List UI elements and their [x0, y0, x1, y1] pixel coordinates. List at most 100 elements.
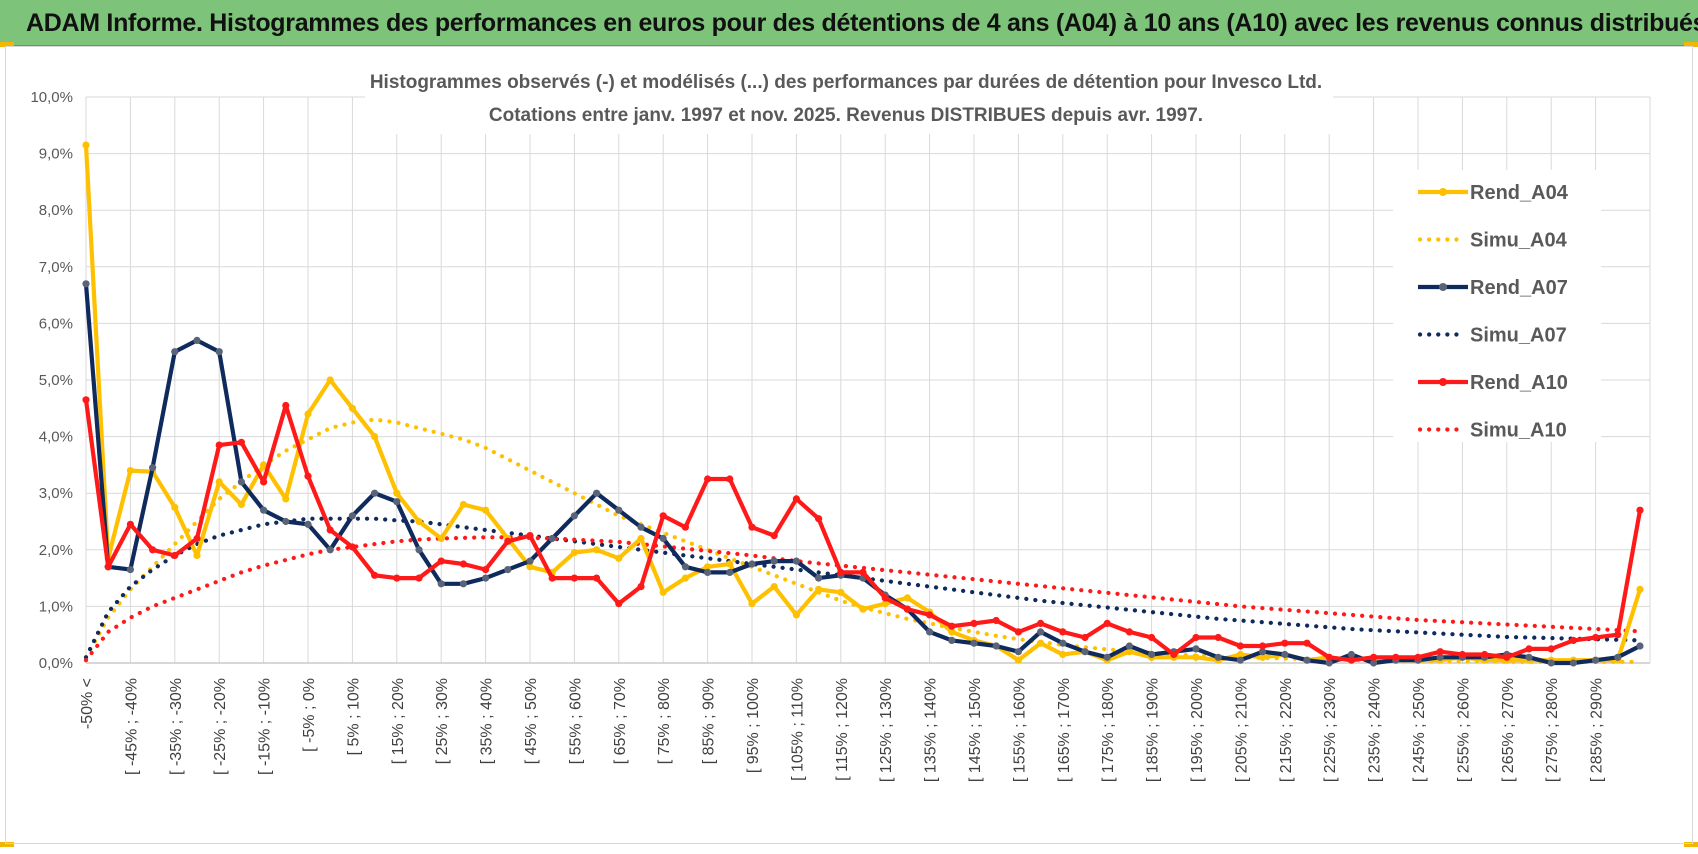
data-point-rend-a04 — [371, 433, 379, 441]
series-lines — [82, 141, 1644, 667]
y-tick-label: 0,0% — [39, 655, 73, 672]
data-point-rend-a10 — [1037, 619, 1045, 628]
data-point-rend-a10 — [659, 512, 667, 520]
data-point-rend-a10 — [149, 546, 157, 554]
data-point-rend-a04 — [126, 467, 134, 475]
legend-label-simu-a07: Simu_A07 — [1470, 325, 1567, 347]
data-point-rend-a04 — [770, 583, 778, 591]
data-point-rend-a10 — [1392, 653, 1400, 661]
data-point-rend-a07 — [215, 348, 223, 356]
chart-legend: Rend_A04 Simu_A04 Rend_A07 Simu_A07 Rend_A10… — [1393, 170, 1601, 442]
data-point-rend-a10 — [348, 543, 356, 551]
data-point-rend-a10 — [1125, 628, 1133, 636]
data-point-rend-a07 — [437, 580, 445, 588]
data-point-rend-a07 — [1347, 650, 1355, 659]
data-point-rend-a04 — [748, 600, 756, 608]
data-point-rend-a07 — [1214, 653, 1222, 661]
data-point-rend-a04 — [1636, 585, 1644, 594]
data-point-rend-a10 — [126, 520, 134, 528]
data-point-rend-a10 — [1458, 650, 1466, 659]
data-point-rend-a10 — [681, 523, 690, 531]
data-point-rend-a10 — [1214, 633, 1222, 642]
y-tick-label: 9,0% — [39, 146, 73, 163]
data-point-rend-a10 — [1347, 656, 1355, 664]
data-point-rend-a07 — [126, 566, 134, 574]
x-tick-label: [ 275% ; 280% — [1544, 678, 1561, 782]
x-tick-label: [ 285% ; 290% — [1589, 678, 1606, 782]
data-point-rend-a07 — [1059, 639, 1067, 647]
x-tick-label: [ 105% ; 110% — [789, 678, 806, 781]
data-point-rend-a10 — [1170, 650, 1178, 659]
legend-label-simu-a10: Simu_A10 — [1470, 420, 1567, 442]
data-point-rend-a04 — [903, 594, 912, 602]
data-point-rend-a07 — [326, 546, 334, 554]
data-point-rend-a10 — [792, 495, 801, 503]
corner-mark-bottom-left — [0, 842, 14, 847]
data-point-rend-a10 — [859, 568, 867, 577]
data-point-rend-a04 — [237, 500, 245, 509]
data-point-rend-a04 — [215, 478, 223, 486]
data-point-rend-a04 — [881, 600, 889, 608]
y-tick-label: 8,0% — [39, 202, 73, 219]
x-tick-label: [ 225% ; 230% — [1322, 678, 1339, 782]
data-point-rend-a07 — [348, 512, 356, 520]
data-point-rend-a10 — [1614, 631, 1622, 639]
chart-frame — [5, 46, 1693, 844]
data-point-rend-a10 — [1414, 653, 1422, 661]
data-point-rend-a04 — [282, 495, 290, 503]
x-tick-label: [ -25% ; -20% — [212, 678, 229, 775]
x-tick-label: [ 5% ; 10% — [345, 678, 362, 755]
data-point-rend-a07 — [171, 348, 179, 356]
legend-marker-rend-a04 — [1439, 188, 1447, 196]
y-tick-label: 7,0% — [39, 259, 73, 276]
data-point-rend-a07 — [149, 464, 157, 472]
x-tick-label: [ -45% ; -40% — [123, 678, 140, 775]
corner-mark-top-right — [1684, 42, 1698, 47]
data-point-rend-a07 — [304, 520, 312, 528]
data-point-rend-a10 — [903, 605, 912, 613]
x-tick-label: [ 35% ; 40% — [479, 678, 496, 764]
data-point-rend-a10 — [1059, 628, 1067, 636]
data-point-rend-a07 — [282, 517, 290, 526]
legend-marker-rend-a10 — [1439, 378, 1447, 386]
data-point-rend-a07 — [1325, 659, 1333, 667]
data-point-rend-a10 — [215, 441, 223, 449]
report-title: ADAM Informe. Histogrammes des performan… — [26, 9, 1698, 37]
data-point-rend-a10 — [1103, 619, 1111, 628]
data-point-rend-a04 — [193, 551, 201, 560]
x-tick-label: [ 155% ; 160% — [1011, 678, 1028, 782]
data-point-rend-a07 — [704, 568, 712, 577]
data-point-rend-a10 — [1503, 653, 1511, 661]
data-point-rend-a04 — [615, 554, 623, 562]
y-tick-label: 5,0% — [39, 372, 73, 389]
data-point-rend-a04 — [859, 605, 867, 613]
data-point-rend-a04 — [637, 534, 645, 543]
data-point-rend-a10 — [570, 574, 579, 582]
data-point-rend-a04 — [704, 563, 712, 571]
data-point-rend-a04 — [681, 574, 690, 582]
data-point-rend-a07 — [82, 280, 90, 288]
data-point-rend-a07 — [371, 489, 379, 497]
data-point-rend-a10 — [1081, 633, 1089, 642]
data-point-rend-a04 — [1125, 648, 1133, 656]
data-point-rend-a04 — [593, 546, 601, 554]
x-tick-label: [ 255% ; 260% — [1455, 678, 1472, 782]
data-point-rend-a07 — [459, 580, 467, 588]
data-point-rend-a04 — [815, 585, 823, 594]
data-point-rend-a10 — [770, 532, 778, 540]
data-point-rend-a10 — [1236, 642, 1244, 650]
data-point-rend-a10 — [637, 583, 645, 591]
data-point-rend-a07 — [1547, 659, 1555, 667]
y-tick-label: 10,0% — [30, 89, 73, 106]
x-tick-label: [ 75% ; 80% — [656, 678, 673, 764]
y-tick-label: 4,0% — [39, 429, 73, 446]
data-point-rend-a04 — [1192, 653, 1200, 661]
data-point-rend-a07 — [1236, 656, 1244, 664]
data-point-rend-a10 — [704, 475, 712, 483]
data-point-rend-a07 — [1281, 650, 1289, 659]
data-point-rend-a04 — [570, 549, 579, 557]
data-point-rend-a04 — [415, 517, 423, 526]
data-point-rend-a07 — [526, 557, 534, 565]
data-point-rend-a07 — [570, 512, 579, 520]
